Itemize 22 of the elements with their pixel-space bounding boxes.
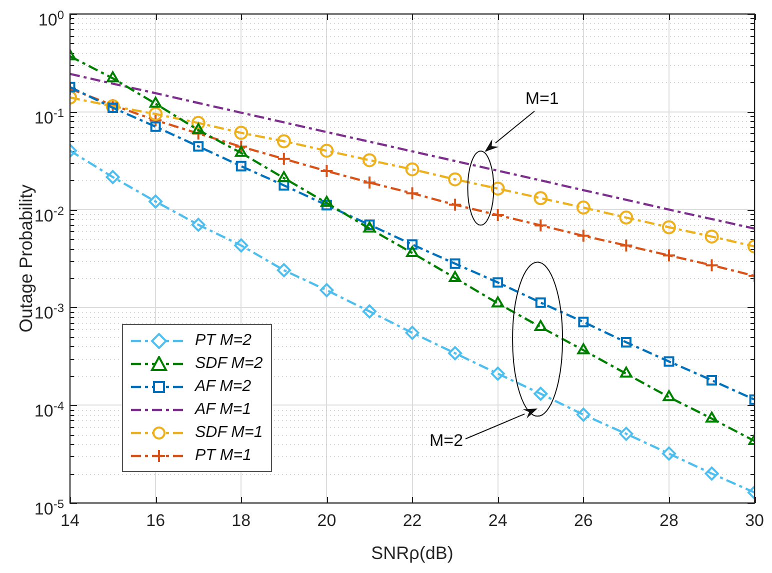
x-tick-label: 24 xyxy=(488,510,508,530)
x-tick-label: 18 xyxy=(232,510,251,530)
x-tick-label: 22 xyxy=(402,510,422,530)
y-tick-label: 10$^{-1}$ xyxy=(33,104,64,128)
annotation: M=1 xyxy=(525,89,559,110)
legend-label: AF M=1 xyxy=(195,400,252,418)
x-tick-label: 20 xyxy=(317,510,336,530)
x-tick-label: 30 xyxy=(745,510,764,530)
x-tick-label: 16 xyxy=(146,510,166,530)
x-tick-label: 28 xyxy=(660,510,678,530)
legend-label: PT M=1 xyxy=(195,446,252,464)
x-axis-title: SNRρ(dB) xyxy=(371,543,454,564)
x-tick-label: 14 xyxy=(60,510,80,530)
y-axis-title: Outage Probability xyxy=(16,184,36,333)
annotation: M=2 xyxy=(429,430,464,451)
y-tick-label: 10$^{-4}$ xyxy=(33,398,64,421)
legend-label: SDF M=1 xyxy=(195,424,263,442)
x-tick-label: 26 xyxy=(574,510,593,530)
legend-label: AF M=2 xyxy=(195,378,252,396)
y-tick-label: 10$^{0}$ xyxy=(37,7,64,30)
legend-label: PT M=2 xyxy=(195,332,252,350)
legend-label: SDF M=2 xyxy=(195,354,263,372)
